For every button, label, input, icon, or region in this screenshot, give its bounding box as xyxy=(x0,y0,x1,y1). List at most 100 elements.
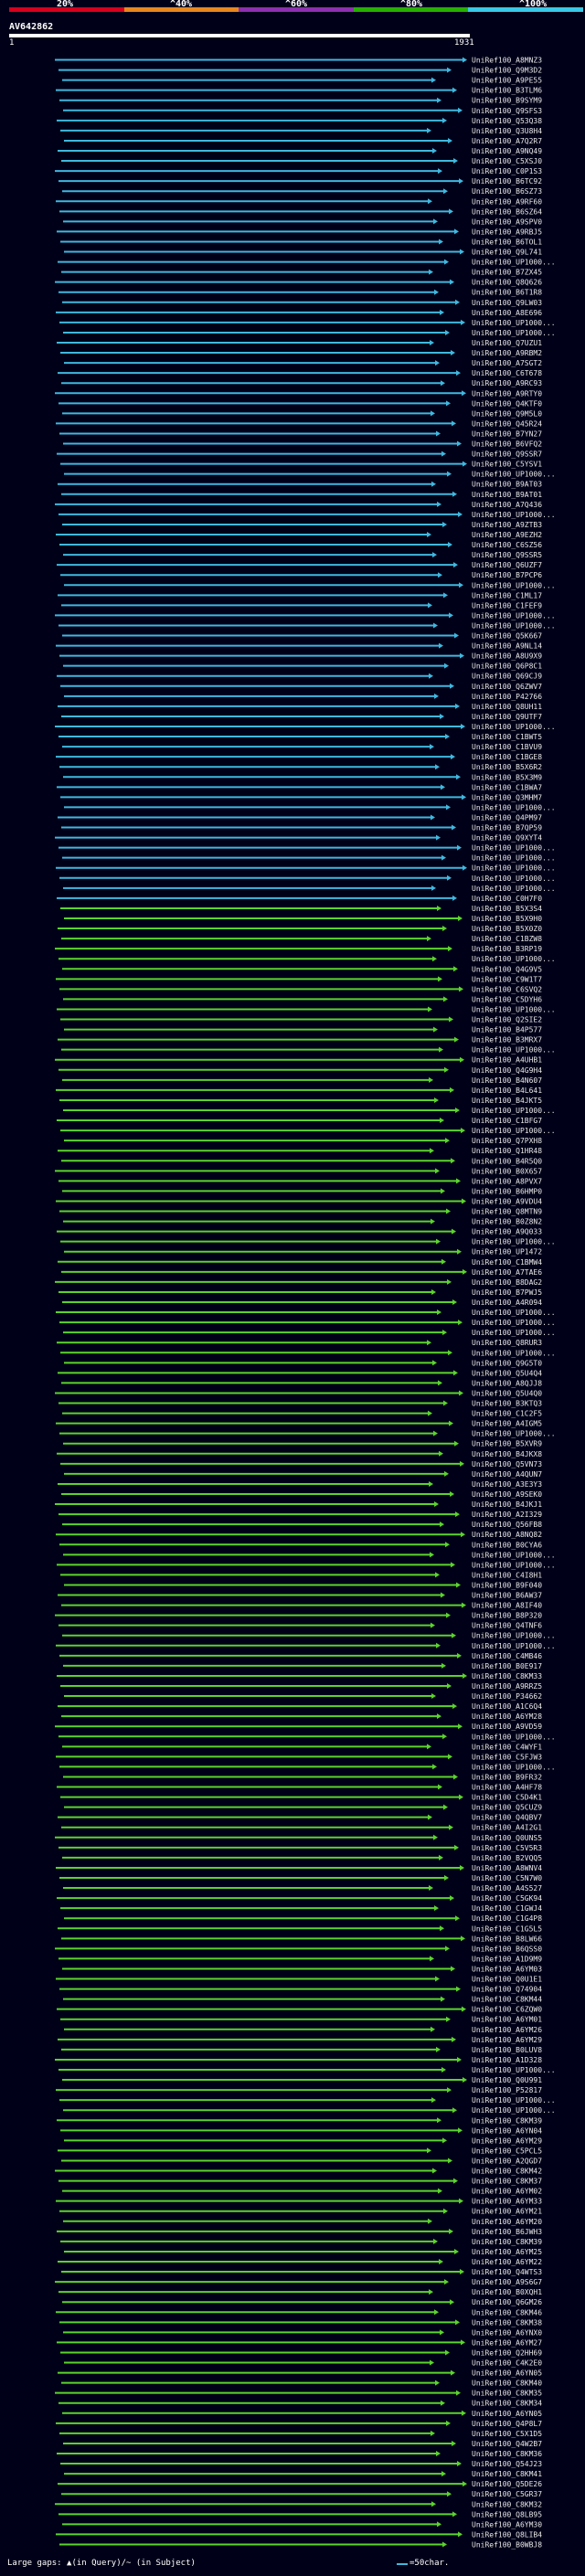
hit-label[interactable]: UniRef100_UP1000... xyxy=(472,864,556,873)
hit-label[interactable]: UniRef100_UP1000... xyxy=(472,2096,556,2104)
hit-label[interactable]: UniRef100_UP1000... xyxy=(472,1551,556,1559)
hit-label[interactable]: UniRef100_C5DYH6 xyxy=(472,995,542,1003)
hit-label[interactable]: UniRef100_A4UHB1 xyxy=(472,1056,542,1065)
hit-label[interactable]: UniRef100_Q6GM26 xyxy=(472,2298,542,2306)
hit-label[interactable]: UniRef100_A1C6Q4 xyxy=(472,1702,542,1711)
hit-label[interactable]: UniRef100_UP1000... xyxy=(472,1005,556,1013)
hit-label[interactable]: UniRef100_P34662 xyxy=(472,1692,542,1701)
hit-label[interactable]: UniRef100_B8P320 xyxy=(472,1612,542,1620)
hit-label[interactable]: UniRef100_UP1000... xyxy=(472,803,556,811)
hit-label[interactable]: UniRef100_B9AT03 xyxy=(472,481,542,489)
hit-label[interactable]: UniRef100_B8DAG2 xyxy=(472,1278,542,1287)
hit-label[interactable]: UniRef100_B0CYA6 xyxy=(472,1541,542,1549)
hit-label[interactable]: UniRef100_C5GR37 xyxy=(472,2490,542,2498)
hit-label[interactable]: UniRef100_A8E696 xyxy=(472,309,542,317)
hit-label[interactable]: UniRef100_Q4PM97 xyxy=(472,813,542,822)
hit-label[interactable]: UniRef100_B4JKT5 xyxy=(472,1097,542,1105)
hit-label[interactable]: UniRef100_A4HF78 xyxy=(472,1784,542,1792)
hit-label[interactable]: UniRef100_A9ZTB3 xyxy=(472,521,542,529)
hit-label[interactable]: UniRef100_A4I2G1 xyxy=(472,1824,542,1832)
hit-label[interactable]: UniRef100_C1BWT5 xyxy=(472,733,542,741)
hit-label[interactable]: UniRef100_Q9M3D2 xyxy=(472,67,542,75)
hit-label[interactable]: UniRef100_UP1000... xyxy=(472,511,556,519)
hit-label[interactable]: UniRef100_Q74904 xyxy=(472,1986,542,1994)
hit-label[interactable]: UniRef100_UP1000... xyxy=(472,2066,556,2074)
hit-label[interactable]: UniRef100_Q8LB95 xyxy=(472,2510,542,2518)
hit-label[interactable]: UniRef100_A9PE55 xyxy=(472,77,542,85)
hit-label[interactable]: UniRef100_B4L641 xyxy=(472,1087,542,1095)
hit-label[interactable]: UniRef100_A9VD59 xyxy=(472,1723,542,1731)
hit-label[interactable]: UniRef100_A7Q2R7 xyxy=(472,137,542,145)
hit-label[interactable]: UniRef100_C1G5L5 xyxy=(472,1924,542,1933)
hit-label[interactable]: UniRef100_Q8RUR3 xyxy=(472,1339,542,1347)
hit-label[interactable]: UniRef100_C8KM40 xyxy=(472,2380,542,2388)
hit-label[interactable]: UniRef100_B4JKJ1 xyxy=(472,1500,542,1509)
hit-label[interactable]: UniRef100_C8KM39 xyxy=(472,2238,542,2246)
hit-label[interactable]: UniRef100_Q9G5T0 xyxy=(472,1359,542,1367)
hit-label[interactable]: UniRef100_C1BWA7 xyxy=(472,783,542,791)
hit-label[interactable]: UniRef100_Q9SSR5 xyxy=(472,551,542,559)
hit-label[interactable]: UniRef100_A7Q436 xyxy=(472,501,542,509)
hit-label[interactable]: UniRef100_B5X9H0 xyxy=(472,915,542,923)
hit-label[interactable]: UniRef100_A6YM30 xyxy=(472,2520,542,2528)
hit-label[interactable]: UniRef100_A9RTY0 xyxy=(472,389,542,398)
hit-label[interactable]: UniRef100_A6YM21 xyxy=(472,2208,542,2216)
hit-label[interactable]: UniRef100_A6YN04 xyxy=(472,2126,542,2135)
hit-label[interactable]: UniRef100_C8KM46 xyxy=(472,2308,542,2316)
hit-label[interactable]: UniRef100_Q9SFS3 xyxy=(472,107,542,115)
hit-label[interactable]: UniRef100_Q2HH69 xyxy=(472,2348,542,2357)
hit-label[interactable]: UniRef100_A9RBJ5 xyxy=(472,228,542,236)
hit-label[interactable]: UniRef100_C6T678 xyxy=(472,369,542,377)
hit-label[interactable]: UniRef100_A6YM29 xyxy=(472,2136,542,2145)
hit-label[interactable]: UniRef100_Q4G9H4 xyxy=(472,1066,542,1075)
hit-label[interactable]: UniRef100_A9Q033 xyxy=(472,1228,542,1236)
hit-label[interactable]: UniRef100_Q3MHM7 xyxy=(472,793,542,801)
hit-label[interactable]: UniRef100_C5X1D5 xyxy=(472,2430,542,2438)
hit-label[interactable]: UniRef100_A6YM02 xyxy=(472,2188,542,2196)
hit-label[interactable]: UniRef100_UP1000... xyxy=(472,875,556,883)
hit-label[interactable]: UniRef100_B6T1R8 xyxy=(472,289,542,297)
hit-label[interactable]: UniRef100_Q53Q38 xyxy=(472,117,542,125)
hit-label[interactable]: UniRef100_A9SPV0 xyxy=(472,217,542,226)
hit-label[interactable]: UniRef100_Q0U1E1 xyxy=(472,1976,542,1984)
hit-label[interactable]: UniRef100_Q4TNF6 xyxy=(472,1622,542,1630)
hit-label[interactable]: UniRef100_UP1000... xyxy=(472,1238,556,1246)
hit-label[interactable]: UniRef100_A6YM33 xyxy=(472,2198,542,2206)
hit-label[interactable]: UniRef100_C0P1S3 xyxy=(472,167,542,175)
hit-label[interactable]: UniRef100_Q5K667 xyxy=(472,632,542,641)
hit-label[interactable]: UniRef100_B0LUV8 xyxy=(472,2046,542,2054)
hit-label[interactable]: UniRef100_Q4WTS3 xyxy=(472,2268,542,2276)
hit-label[interactable]: UniRef100_Q3U8H4 xyxy=(472,127,542,135)
hit-label[interactable]: UniRef100_B6AW37 xyxy=(472,1592,542,1600)
hit-label[interactable]: UniRef100_UP1000... xyxy=(472,1309,556,1317)
hit-label[interactable]: UniRef100_C8KM44 xyxy=(472,1996,542,2004)
hit-label[interactable]: UniRef100_A6YN05 xyxy=(472,2369,542,2378)
hit-label[interactable]: UniRef100_C6SZ56 xyxy=(472,541,542,549)
hit-label[interactable]: UniRef100_Q4KTF0 xyxy=(472,399,542,408)
hit-label[interactable]: UniRef100_Q69CJ9 xyxy=(472,673,542,681)
hit-label[interactable]: UniRef100_B9AT01 xyxy=(472,491,542,499)
hit-label[interactable]: UniRef100_Q7UZU1 xyxy=(472,339,542,347)
hit-label[interactable]: UniRef100_Q5VN73 xyxy=(472,1460,542,1468)
hit-label[interactable]: UniRef100_A9VDU4 xyxy=(472,1197,542,1205)
hit-label[interactable]: UniRef100_C0H7F0 xyxy=(472,895,542,903)
hit-label[interactable]: UniRef100_Q0UNS5 xyxy=(472,1834,542,1842)
hit-label[interactable]: UniRef100_A6YNX0 xyxy=(472,2328,542,2337)
hit-label[interactable]: UniRef100_B4P577 xyxy=(472,1026,542,1034)
hit-label[interactable]: UniRef100_B9FR32 xyxy=(472,1773,542,1781)
hit-label[interactable]: UniRef100_B0Z8N2 xyxy=(472,1218,542,1226)
hit-label[interactable]: UniRef100_UP1000... xyxy=(472,329,556,337)
hit-label[interactable]: UniRef100_UP1000... xyxy=(472,1349,556,1357)
hit-label[interactable]: UniRef100_C4I8H1 xyxy=(472,1571,542,1579)
hit-label[interactable]: UniRef100_B5X3S4 xyxy=(472,905,542,913)
hit-label[interactable]: UniRef100_Q4W2B7 xyxy=(472,2440,542,2448)
hit-label[interactable]: UniRef100_Q9M5L0 xyxy=(472,409,542,418)
hit-label[interactable]: UniRef100_UP1000... xyxy=(472,611,556,620)
hit-label[interactable]: UniRef100_A4IGM5 xyxy=(472,1420,542,1428)
hit-label[interactable]: UniRef100_UP1000... xyxy=(472,1127,556,1135)
hit-label[interactable]: UniRef100_UP1000... xyxy=(472,885,556,893)
hit-label[interactable]: UniRef100_Q6P8C1 xyxy=(472,663,542,671)
hit-label[interactable]: UniRef100_A4QUN7 xyxy=(472,1470,542,1479)
hit-label[interactable]: UniRef100_B3TLM6 xyxy=(472,87,542,95)
hit-label[interactable]: UniRef100_A8PVX7 xyxy=(472,1177,542,1185)
